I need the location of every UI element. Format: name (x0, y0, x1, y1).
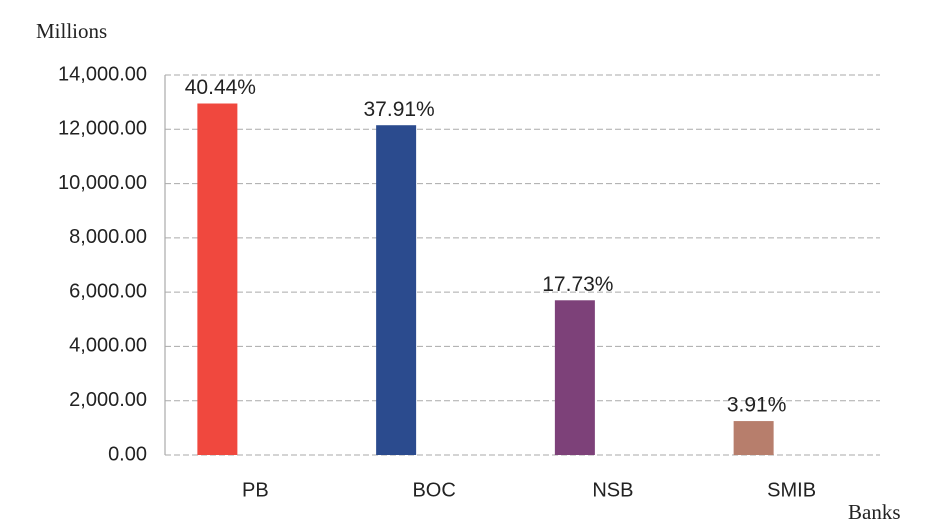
x-tick-label: NSB (592, 479, 633, 501)
data-label: 37.91% (364, 98, 435, 121)
data-label: 3.91% (727, 394, 787, 417)
bar (376, 125, 417, 455)
y-tick-label: 2,000.00 (69, 389, 147, 411)
bar (733, 421, 774, 455)
y-tick-label: 8,000.00 (69, 226, 147, 248)
y-tick-label: 12,000.00 (58, 118, 147, 140)
bar (554, 300, 595, 455)
y-axis-label: Millions (36, 19, 107, 43)
x-tick-label: PB (242, 479, 269, 501)
x-tick-label: BOC (412, 479, 455, 501)
y-tick-label: 10,000.00 (58, 172, 147, 194)
x-tick-label: SMIB (767, 479, 816, 501)
data-label: 40.44% (185, 76, 256, 99)
data-label: 17.73% (542, 273, 613, 296)
y-tick-label: 6,000.00 (69, 280, 147, 302)
x-axis-label: Banks (848, 500, 901, 524)
y-tick-label: 4,000.00 (69, 335, 147, 357)
y-tick-label: 14,000.00 (58, 63, 147, 85)
bar (197, 103, 238, 455)
y-tick-label: 0.00 (108, 443, 147, 465)
